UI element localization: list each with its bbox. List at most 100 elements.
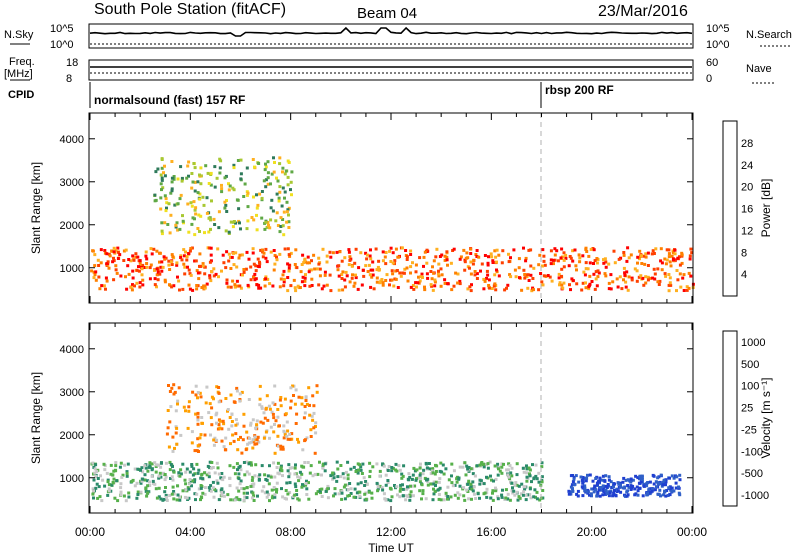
data-cell bbox=[602, 261, 606, 265]
colorbar-tick-label: 100 bbox=[741, 381, 759, 393]
data-cell bbox=[409, 490, 413, 494]
data-cell bbox=[206, 171, 210, 175]
data-cell bbox=[187, 409, 191, 413]
data-cell bbox=[281, 224, 285, 228]
data-cell bbox=[633, 487, 637, 491]
data-cell bbox=[220, 491, 224, 494]
data-cell bbox=[114, 264, 118, 268]
nsky-panel: N.Sky 10^5 10^0 10^5 10^0 N.Search bbox=[4, 23, 792, 51]
data-cell bbox=[578, 260, 582, 264]
data-cell bbox=[283, 196, 286, 200]
data-cell bbox=[525, 471, 529, 475]
data-cell bbox=[103, 249, 107, 252]
data-cell bbox=[371, 260, 375, 264]
data-cell bbox=[486, 263, 490, 267]
data-cell bbox=[277, 196, 281, 200]
data-cell bbox=[433, 280, 437, 284]
data-cell bbox=[506, 283, 510, 287]
data-cell bbox=[558, 281, 562, 285]
data-cell bbox=[274, 419, 278, 423]
data-cell bbox=[346, 460, 350, 464]
data-cell bbox=[542, 259, 546, 263]
data-cell bbox=[337, 492, 341, 496]
data-cell bbox=[402, 271, 406, 275]
data-cell bbox=[578, 256, 582, 260]
data-cell bbox=[203, 471, 206, 475]
data-cell bbox=[487, 255, 490, 259]
data-cell bbox=[405, 255, 409, 259]
data-cell bbox=[283, 247, 287, 251]
data-cell bbox=[230, 255, 234, 259]
data-cell bbox=[310, 259, 313, 263]
data-cell bbox=[146, 484, 150, 488]
data-cell bbox=[99, 474, 102, 478]
data-cell bbox=[456, 272, 460, 276]
data-cell bbox=[667, 252, 671, 256]
data-cell bbox=[166, 409, 170, 412]
data-cell bbox=[141, 477, 145, 481]
data-cell bbox=[664, 262, 668, 266]
data-cell bbox=[390, 278, 394, 282]
data-cell bbox=[268, 436, 271, 440]
data-cell bbox=[137, 269, 141, 273]
data-cell bbox=[315, 267, 319, 271]
data-cell bbox=[203, 492, 207, 496]
data-cell bbox=[570, 277, 574, 281]
time-tick-label: 00:00 bbox=[75, 525, 105, 539]
data-cell bbox=[477, 255, 481, 259]
data-cell bbox=[651, 487, 655, 491]
data-cell bbox=[452, 284, 456, 288]
data-cell bbox=[369, 257, 373, 261]
data-cell bbox=[285, 481, 289, 485]
data-cell bbox=[418, 489, 422, 493]
data-cell bbox=[557, 276, 561, 280]
data-cell bbox=[258, 192, 262, 196]
data-cell bbox=[218, 166, 222, 170]
data-cell bbox=[232, 439, 236, 443]
data-cell bbox=[239, 435, 242, 439]
data-cell bbox=[247, 257, 251, 261]
data-cell bbox=[604, 265, 608, 269]
data-cell bbox=[636, 476, 640, 480]
data-cell bbox=[196, 396, 199, 400]
data-cell bbox=[201, 491, 205, 495]
data-cell bbox=[297, 395, 301, 399]
data-cell bbox=[386, 498, 390, 502]
data-cell bbox=[357, 468, 361, 472]
data-cell bbox=[408, 493, 412, 497]
data-cell bbox=[656, 267, 660, 271]
data-cell bbox=[410, 484, 414, 488]
data-cell bbox=[486, 261, 490, 265]
data-cell bbox=[625, 259, 629, 263]
data-cell bbox=[400, 246, 404, 250]
data-cell bbox=[469, 467, 473, 471]
data-cell bbox=[414, 281, 418, 285]
data-cell bbox=[597, 480, 601, 484]
data-cell bbox=[674, 481, 678, 485]
data-cell bbox=[264, 430, 268, 434]
data-cell bbox=[236, 448, 240, 452]
data-cell bbox=[395, 469, 399, 473]
data-cell bbox=[242, 412, 246, 416]
data-cell bbox=[231, 225, 235, 229]
data-cell bbox=[288, 254, 292, 258]
data-cell bbox=[447, 478, 451, 482]
data-cell bbox=[349, 492, 353, 495]
data-cell bbox=[193, 208, 197, 212]
data-cell bbox=[358, 490, 362, 494]
data-cell bbox=[113, 468, 117, 472]
data-cell bbox=[514, 275, 518, 279]
data-cell bbox=[346, 494, 350, 498]
data-cell bbox=[165, 432, 169, 436]
data-cell bbox=[491, 261, 495, 264]
data-cell bbox=[486, 273, 490, 277]
data-cell bbox=[209, 246, 213, 250]
data-cell bbox=[569, 474, 573, 478]
data-cell bbox=[641, 494, 645, 498]
data-cell bbox=[668, 485, 672, 489]
data-cell bbox=[221, 419, 225, 423]
data-cell bbox=[587, 284, 591, 288]
data-cell bbox=[272, 156, 275, 160]
data-cell bbox=[266, 182, 270, 186]
data-cell bbox=[489, 474, 492, 478]
